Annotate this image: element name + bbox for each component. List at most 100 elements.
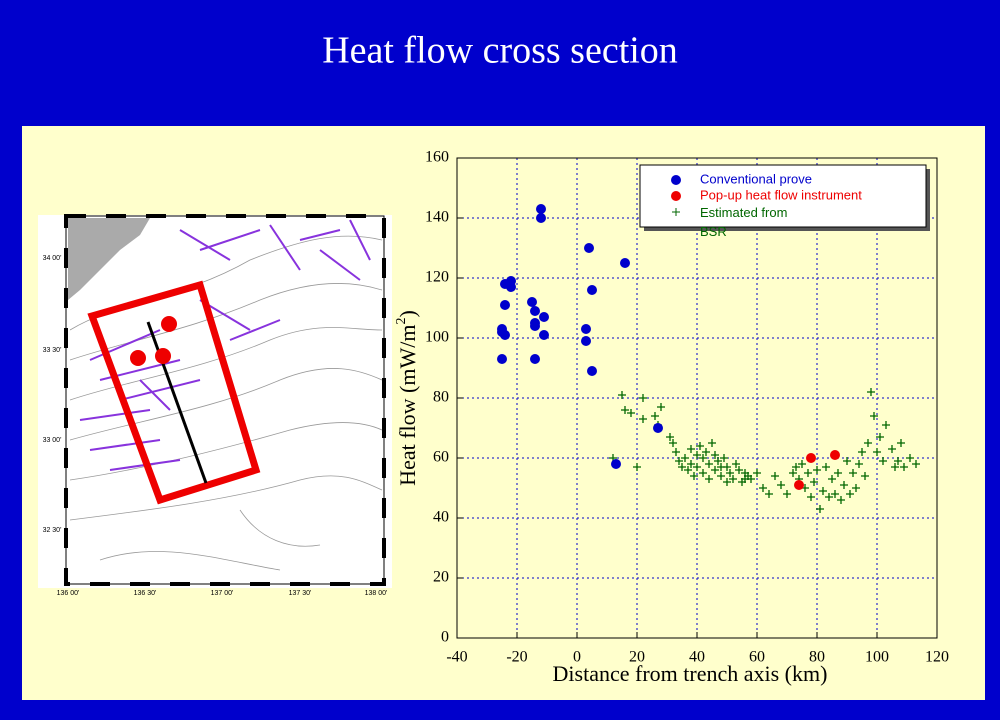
data-point [687,445,695,453]
data-point [822,463,830,471]
data-point [837,496,845,504]
data-point [771,472,779,480]
x-tick-label: 40 [689,649,705,666]
data-point [684,466,692,474]
data-point [804,469,812,477]
map-lon-label: 137 30' [289,590,312,597]
data-point [708,439,716,447]
data-point [819,487,827,495]
data-point [633,463,641,471]
data-point [894,457,902,465]
data-point [828,475,836,483]
data-point [651,412,659,420]
data-point [530,306,540,316]
data-point [696,442,704,450]
x-tick-label: 60 [749,649,765,666]
y-tick-label: 80 [433,389,449,406]
study-box [87,280,261,505]
data-point [794,480,804,490]
y-tick-label: 120 [425,269,449,286]
map-lon-label: 137 00' [211,590,234,597]
data-point [657,403,665,411]
x-tick-label: -20 [506,649,527,666]
data-point [500,300,510,310]
y-axis-label-sup: 2 [394,318,409,325]
site-marker [130,350,146,366]
map-lat-label: 32 30' [43,527,62,534]
data-point [726,469,734,477]
data-point [587,285,597,295]
data-point [789,469,797,477]
map-lon-label: 136 00' [57,590,80,597]
data-point [843,457,851,465]
data-point [873,448,881,456]
map-border [65,215,385,585]
data-point [876,433,884,441]
data-point [864,439,872,447]
data-point [699,454,707,462]
y-tick-label: 20 [433,569,449,586]
data-point [831,490,839,498]
data-point [741,475,749,483]
data-point [687,460,695,468]
data-point [810,478,818,486]
data-point [714,457,722,465]
data-point [858,448,866,456]
data-point [765,490,773,498]
data-point [639,415,647,423]
data-point [539,330,549,340]
data-point [870,412,878,420]
y-tick-label: 0 [441,629,449,646]
data-point [500,330,510,340]
data-point [798,460,806,468]
data-point [861,472,869,480]
data-point [611,459,621,469]
data-point [897,439,905,447]
map: 34 00' 33 30' 33 00' 32 30' 136 00' 136 … [38,214,392,597]
data-point [720,454,728,462]
data-point [879,457,887,465]
data-point [539,312,549,322]
legend-marker [672,208,680,216]
x-tick-label: 20 [629,649,645,666]
data-point [783,490,791,498]
land [68,218,150,300]
x-tick-label: 0 [573,649,581,666]
data-point [777,481,785,489]
y-axis-label: Heat flow (mW/m2) [394,310,420,486]
y-tick-label: 100 [425,329,449,346]
data-point [699,469,707,477]
data-point [690,472,698,480]
data-point [882,421,890,429]
data-point [900,463,908,471]
site-marker [161,316,177,332]
x-tick-label: 120 [925,649,949,666]
data-point [711,466,719,474]
data-point [653,423,663,433]
data-point [888,445,896,453]
data-point [735,466,743,474]
data-point [912,460,920,468]
data-point [536,213,546,223]
legend-marker [671,191,681,201]
data-point [717,472,725,480]
data-point [675,457,683,465]
legend-label: Pop-up heat flow instrument [700,187,862,202]
data-point [753,469,761,477]
x-tick-label: 100 [865,649,889,666]
data-point [813,466,821,474]
data-point [527,297,537,307]
profile-line [146,321,208,484]
data-point [806,453,816,463]
survey-lines [79,219,371,471]
x-tick-label: 80 [809,649,825,666]
data-point [530,354,540,364]
y-axis-label-main: Heat flow (mW/m [395,325,420,486]
data-point [584,243,594,253]
data-point [891,463,899,471]
data-point [759,484,767,492]
data-point [587,366,597,376]
